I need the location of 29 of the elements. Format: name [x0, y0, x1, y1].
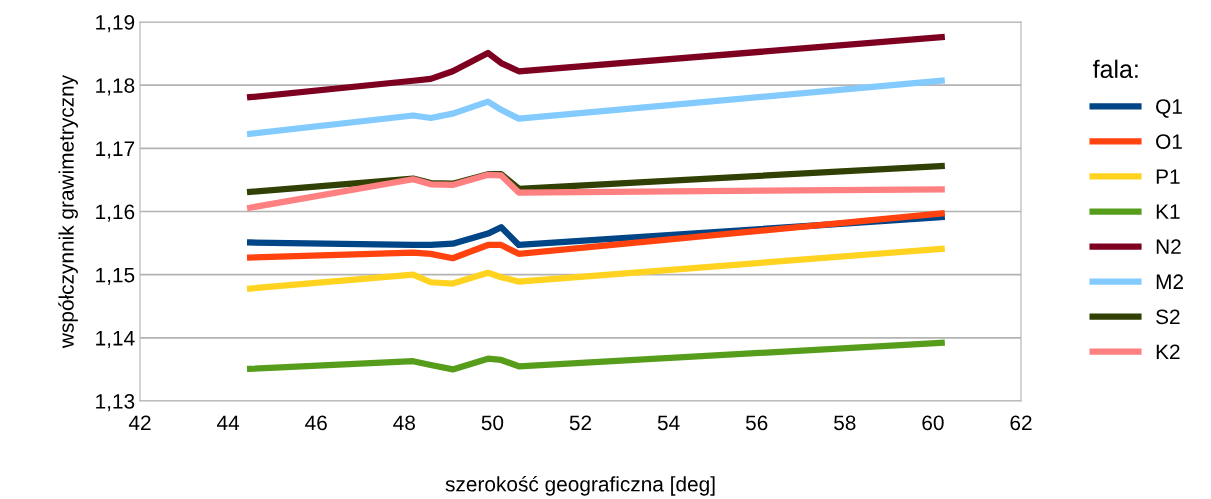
legend-label: S2: [1156, 309, 1180, 325]
x-tick-label: 62: [1010, 415, 1032, 431]
x-tick-label: 56: [745, 415, 768, 431]
y-tick-label: 1,14: [96, 331, 135, 349]
x-tick-label: 60: [922, 415, 944, 431]
x-tick-label: 52: [569, 415, 592, 431]
legend-label: M2: [1156, 274, 1183, 289]
y-axis-title: współczynnik grawimetryczny: [58, 74, 78, 349]
y-tick-label: 1,19: [96, 15, 135, 33]
legend-label: Q1: [1156, 99, 1182, 118]
x-tick-label: 48: [393, 415, 415, 431]
x-tick-label: 42: [128, 415, 151, 430]
x-axis-title: szerokość geograficzna [deg]: [445, 475, 715, 496]
legend-title: fala:: [1092, 59, 1138, 79]
x-tick-label: 46: [305, 415, 327, 431]
x-tick-label: 44: [216, 415, 240, 430]
legend-label: K1: [1156, 204, 1180, 219]
y-tick-label: 1,13: [96, 394, 135, 412]
legend-label: P1: [1156, 169, 1180, 184]
x-tick-label: 54: [657, 415, 680, 431]
legend-label: N2: [1156, 239, 1181, 254]
y-tick-label: 1,17: [96, 141, 135, 159]
x-tick-label: 58: [834, 415, 856, 431]
x-tick-label: 50: [481, 415, 504, 431]
y-tick-label: 1,15: [96, 267, 135, 285]
legend-label: O1: [1156, 134, 1182, 149]
legend-label: K2: [1156, 344, 1180, 360]
y-tick-label: 1,18: [96, 78, 135, 96]
y-tick-label: 1,16: [96, 204, 135, 222]
